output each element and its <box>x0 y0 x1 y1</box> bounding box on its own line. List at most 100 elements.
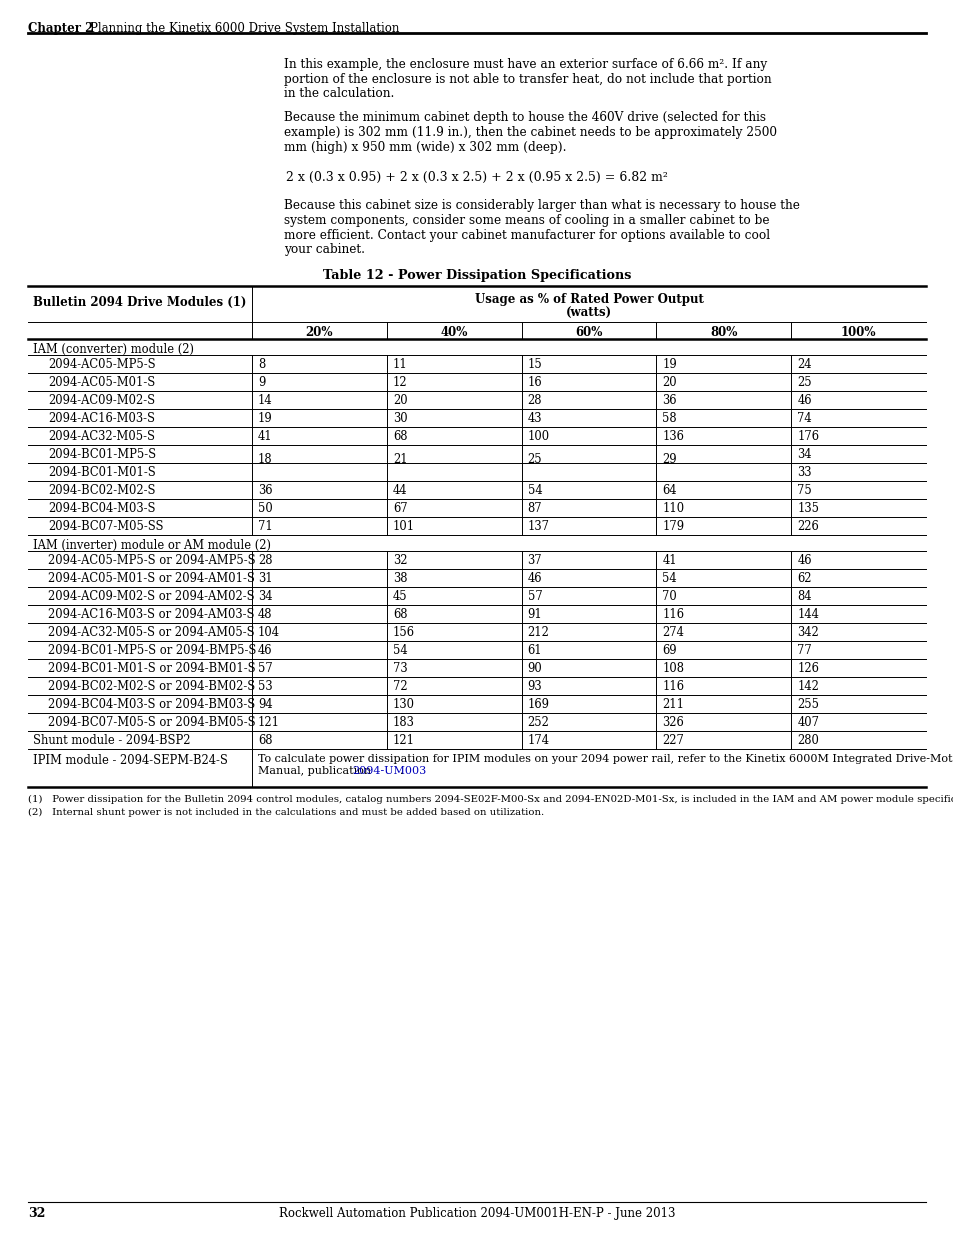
Text: (watts): (watts) <box>565 306 612 320</box>
Text: 2094-AC16-M03-S or 2094-AM03-S: 2094-AC16-M03-S or 2094-AM03-S <box>48 609 254 621</box>
Text: 54: 54 <box>527 484 541 498</box>
Text: 110: 110 <box>661 503 684 515</box>
Text: 2094-AC32-M05-S: 2094-AC32-M05-S <box>48 431 154 443</box>
Text: 20: 20 <box>393 394 407 408</box>
Text: 16: 16 <box>527 377 541 389</box>
Text: 2094-BC07-M05-S or 2094-BM05-S: 2094-BC07-M05-S or 2094-BM05-S <box>48 716 255 730</box>
Text: 40%: 40% <box>440 326 467 338</box>
Text: 142: 142 <box>797 680 819 694</box>
Text: portion of the enclosure is not able to transfer heat, do not include that porti: portion of the enclosure is not able to … <box>284 73 771 85</box>
Text: 60%: 60% <box>575 326 602 338</box>
Text: 74: 74 <box>797 412 811 426</box>
Text: 179: 179 <box>661 520 684 534</box>
Text: 84: 84 <box>797 590 811 604</box>
Text: 342: 342 <box>797 626 818 640</box>
Text: 226: 226 <box>797 520 818 534</box>
Text: Table 12 - Power Dissipation Specifications: Table 12 - Power Dissipation Specificati… <box>322 269 631 283</box>
Text: 19: 19 <box>661 358 677 372</box>
Text: 8: 8 <box>257 358 265 372</box>
Text: 130: 130 <box>393 699 415 711</box>
Text: 24: 24 <box>797 358 811 372</box>
Text: 169: 169 <box>527 699 549 711</box>
Text: 2094-AC32-M05-S or 2094-AM05-S: 2094-AC32-M05-S or 2094-AM05-S <box>48 626 254 640</box>
Text: 80%: 80% <box>709 326 737 338</box>
Text: 41: 41 <box>257 431 273 443</box>
Text: 121: 121 <box>257 716 280 730</box>
Text: 2094-BC02-M02-S or 2094-BM02-S: 2094-BC02-M02-S or 2094-BM02-S <box>48 680 255 694</box>
Text: 174: 174 <box>527 735 549 747</box>
Text: 2094-BC02-M02-S: 2094-BC02-M02-S <box>48 484 155 498</box>
Text: 46: 46 <box>797 555 811 568</box>
Text: 2094-AC16-M03-S: 2094-AC16-M03-S <box>48 412 154 426</box>
Text: Bulletin 2094 Drive Modules (1): Bulletin 2094 Drive Modules (1) <box>33 295 246 309</box>
Text: 32: 32 <box>28 1207 46 1220</box>
Text: 2094-AC05-MP5-S or 2094-AMP5-S: 2094-AC05-MP5-S or 2094-AMP5-S <box>48 555 255 568</box>
Text: (1)   Power dissipation for the Bulletin 2094 control modules, catalog numbers 2: (1) Power dissipation for the Bulletin 2… <box>28 794 953 804</box>
Text: 28: 28 <box>257 555 273 568</box>
Text: 68: 68 <box>393 431 407 443</box>
Text: 135: 135 <box>797 503 819 515</box>
Text: 64: 64 <box>661 484 677 498</box>
Text: 36: 36 <box>661 394 677 408</box>
Text: 46: 46 <box>527 573 541 585</box>
Text: 72: 72 <box>393 680 407 694</box>
Text: 32: 32 <box>393 555 407 568</box>
Text: 15: 15 <box>527 358 542 372</box>
Text: 30: 30 <box>393 412 407 426</box>
Text: 2 x (0.3 x 0.95) + 2 x (0.3 x 2.5) + 2 x (0.95 x 2.5) = 6.82 m²: 2 x (0.3 x 0.95) + 2 x (0.3 x 2.5) + 2 x… <box>286 170 667 184</box>
Text: 19: 19 <box>257 412 273 426</box>
Text: 12: 12 <box>393 377 407 389</box>
Text: 212: 212 <box>527 626 549 640</box>
Text: 53: 53 <box>257 680 273 694</box>
Text: 67: 67 <box>393 503 407 515</box>
Text: 46: 46 <box>257 645 273 657</box>
Text: in the calculation.: in the calculation. <box>284 86 394 100</box>
Text: IAM (converter) module (2): IAM (converter) module (2) <box>33 342 193 356</box>
Text: 2094-BC04-M03-S or 2094-BM03-S: 2094-BC04-M03-S or 2094-BM03-S <box>48 699 255 711</box>
Text: 407: 407 <box>797 716 819 730</box>
Text: 28: 28 <box>527 394 541 408</box>
Text: 108: 108 <box>661 662 683 676</box>
Text: example) is 302 mm (11.9 in.), then the cabinet needs to be approximately 2500: example) is 302 mm (11.9 in.), then the … <box>284 126 776 140</box>
Text: 69: 69 <box>661 645 677 657</box>
Text: 36: 36 <box>257 484 273 498</box>
Text: 91: 91 <box>527 609 542 621</box>
Text: 326: 326 <box>661 716 683 730</box>
Text: 29: 29 <box>661 453 677 466</box>
Text: 41: 41 <box>661 555 677 568</box>
Text: 2094-UM003: 2094-UM003 <box>352 767 426 777</box>
Text: 93: 93 <box>527 680 541 694</box>
Text: 255: 255 <box>797 699 819 711</box>
Text: Manual, publication: Manual, publication <box>257 767 375 777</box>
Text: 116: 116 <box>661 609 683 621</box>
Text: 90: 90 <box>527 662 542 676</box>
Text: 136: 136 <box>661 431 683 443</box>
Text: 50: 50 <box>257 503 273 515</box>
Text: Shunt module - 2094-BSP2: Shunt module - 2094-BSP2 <box>33 735 191 747</box>
Text: 2094-AC05-MP5-S: 2094-AC05-MP5-S <box>48 358 155 372</box>
Text: 73: 73 <box>393 662 407 676</box>
Text: 144: 144 <box>797 609 819 621</box>
Text: 100%: 100% <box>840 326 876 338</box>
Text: 31: 31 <box>257 573 273 585</box>
Text: 126: 126 <box>797 662 819 676</box>
Text: 43: 43 <box>527 412 541 426</box>
Text: 227: 227 <box>661 735 683 747</box>
Text: 11: 11 <box>393 358 407 372</box>
Text: 68: 68 <box>257 735 273 747</box>
Text: 37: 37 <box>527 555 541 568</box>
Text: 121: 121 <box>393 735 415 747</box>
Text: 211: 211 <box>661 699 683 711</box>
Text: Planning the Kinetix 6000 Drive System Installation: Planning the Kinetix 6000 Drive System I… <box>90 22 399 35</box>
Text: 2094-AC09-M02-S: 2094-AC09-M02-S <box>48 394 155 408</box>
Text: 2094-BC01-MP5-S or 2094-BMP5-S: 2094-BC01-MP5-S or 2094-BMP5-S <box>48 645 256 657</box>
Text: 2094-BC01-MP5-S: 2094-BC01-MP5-S <box>48 448 156 462</box>
Text: mm (high) x 950 mm (wide) x 302 mm (deep).: mm (high) x 950 mm (wide) x 302 mm (deep… <box>284 141 566 153</box>
Text: 71: 71 <box>257 520 273 534</box>
Text: 2094-AC09-M02-S or 2094-AM02-S: 2094-AC09-M02-S or 2094-AM02-S <box>48 590 254 604</box>
Text: .: . <box>399 767 403 777</box>
Text: 2094-BC04-M03-S: 2094-BC04-M03-S <box>48 503 155 515</box>
Text: Chapter 2: Chapter 2 <box>28 22 93 35</box>
Text: Usage as % of Rated Power Output: Usage as % of Rated Power Output <box>474 294 702 306</box>
Text: 77: 77 <box>797 645 811 657</box>
